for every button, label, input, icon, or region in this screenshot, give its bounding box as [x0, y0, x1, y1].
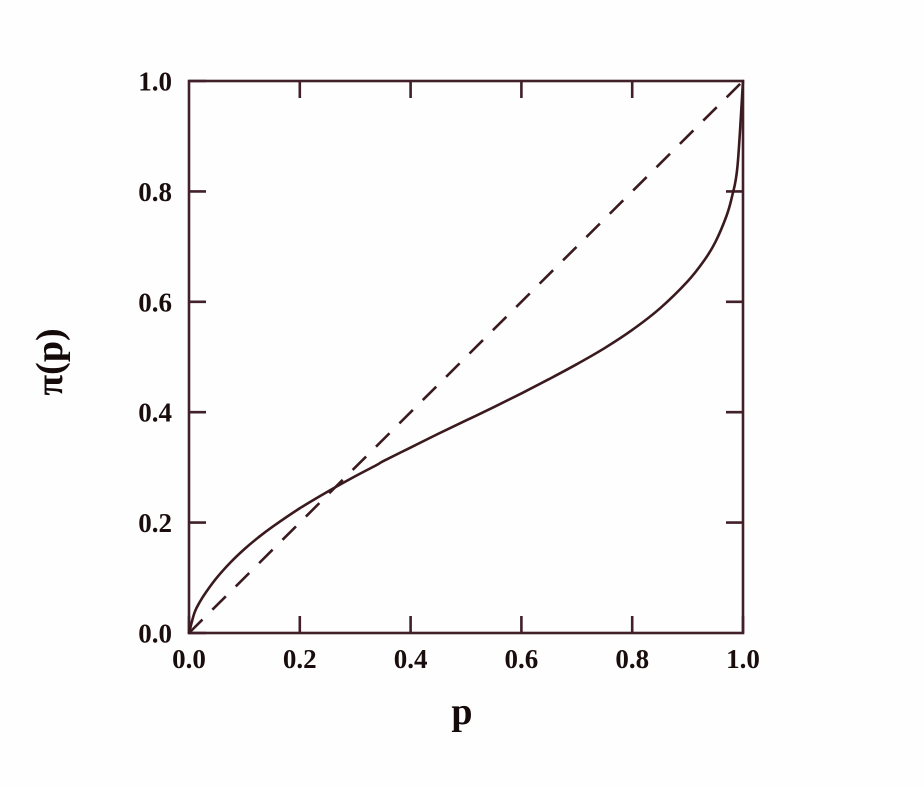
weighting-function-curve — [187, 79, 745, 635]
y-axis-title: π(p) — [29, 328, 71, 395]
x-tick-label: 0.2 — [283, 644, 317, 674]
y-tick-label: 0.8 — [138, 177, 172, 207]
y-axis-ticks — [189, 79, 206, 635]
y-tick-label: 0.4 — [138, 398, 172, 428]
x-tick-label: 0.0 — [172, 644, 206, 674]
y-tick-label: 1.0 — [138, 67, 172, 97]
y-tick-label: 0.6 — [138, 287, 172, 317]
x-tick-label: 0.8 — [615, 644, 649, 674]
x-axis-title: p — [451, 691, 472, 733]
x-axis-ticks-top — [298, 81, 634, 98]
x-tick-label: 0.4 — [394, 644, 428, 674]
x-tick-labels: 0.0 0.2 0.4 0.6 0.8 1.0 — [172, 644, 760, 674]
x-axis-ticks — [187, 616, 745, 633]
x-tick-label: 0.6 — [505, 644, 539, 674]
x-tick-label: 1.0 — [726, 644, 760, 674]
y-tick-label: 0.2 — [138, 508, 172, 538]
plot-frame — [187, 79, 745, 635]
y-tick-labels: 0.0 0.2 0.4 0.6 0.8 1.0 — [138, 67, 172, 649]
y-tick-label: 0.0 — [138, 619, 172, 649]
